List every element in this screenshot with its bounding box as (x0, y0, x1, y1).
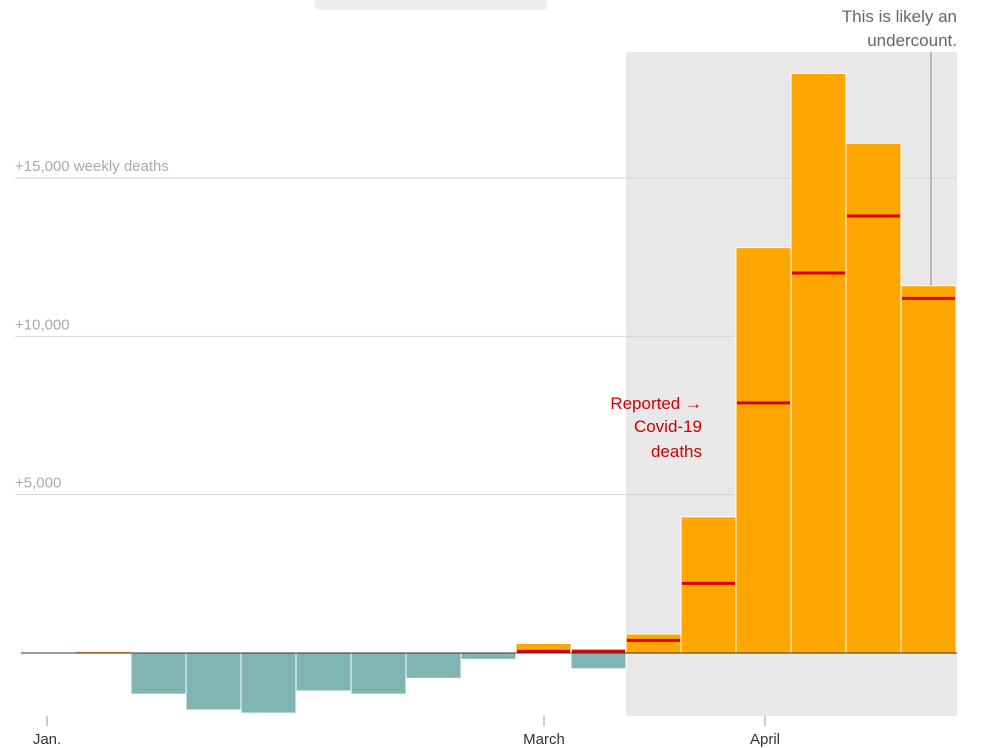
undercount-line2: undercount. (867, 31, 957, 50)
y-tick-label: +15,000 weekly deaths (15, 158, 169, 175)
bar (790, 73, 847, 654)
x-tick-label: Jan. (33, 731, 61, 748)
top-label-box (315, 0, 547, 10)
bar (625, 633, 682, 654)
bar (570, 652, 627, 670)
undercount-line1: This is likely an (842, 7, 957, 26)
bars (75, 73, 957, 714)
bar (240, 652, 297, 714)
y-tick-label: +10,000 (15, 316, 70, 333)
bar (900, 285, 957, 654)
reported-line3: deaths (651, 442, 702, 461)
bar (130, 652, 187, 695)
bar (460, 652, 517, 660)
bar (735, 247, 792, 654)
bar (295, 652, 352, 692)
x-axis-ticks: Jan. March April (33, 716, 780, 748)
reported-line2: Covid-19 (634, 417, 702, 436)
reported-line1: Reported → (610, 394, 702, 413)
y-axis-labels: +15,000 weekly deaths +10,000 +5,000 (15, 158, 169, 492)
annotations: This is likely an undercount. Reported →… (610, 7, 957, 461)
bar (405, 652, 462, 679)
bar (845, 142, 902, 654)
bar (350, 652, 407, 695)
y-tick-label: +5,000 (15, 475, 61, 492)
bar (680, 516, 737, 654)
x-tick-label: April (750, 731, 780, 748)
bar (185, 652, 242, 711)
x-tick-label: March (523, 731, 565, 748)
reported-markers (517, 214, 955, 653)
